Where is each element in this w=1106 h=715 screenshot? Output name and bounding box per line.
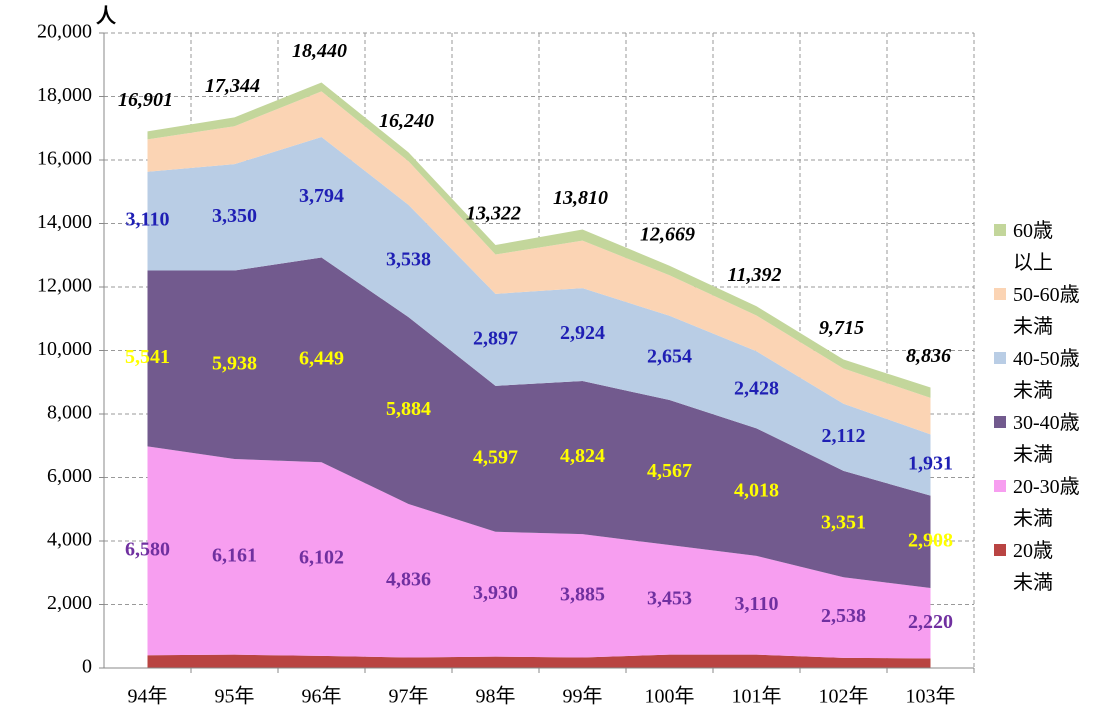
data-label: 6,161	[212, 544, 257, 566]
x-tick-label: 100年	[645, 685, 695, 708]
area	[147, 257, 931, 588]
data-label: 2,908	[908, 529, 953, 551]
x-tick-label: 95年	[215, 685, 255, 708]
data-label: 3,538	[386, 249, 431, 271]
data-label: 2,924	[560, 322, 605, 344]
data-label: 3,453	[647, 587, 692, 609]
x-tick-label: 103年	[906, 685, 956, 708]
y-tick-label: 10,000	[37, 338, 92, 360]
y-tick-label: 14,000	[37, 211, 92, 233]
total-label: 11,392	[728, 264, 782, 286]
x-tick-label: 98年	[476, 685, 516, 708]
y-tick-label: 2,000	[47, 592, 92, 614]
legend-swatch	[994, 480, 1006, 492]
y-unit: 人	[96, 5, 117, 28]
data-label: 1,931	[908, 453, 953, 475]
legend-label: 50-60歳未満	[1013, 284, 1080, 338]
data-label: 6,580	[125, 538, 170, 560]
legend-label: 40-50歳未満	[1013, 348, 1080, 402]
x-tick-label: 101年	[732, 685, 782, 708]
area	[147, 446, 931, 659]
area	[147, 654, 931, 668]
y-tick-label: 18,000	[37, 84, 92, 106]
data-label: 3,794	[299, 185, 344, 207]
data-label: 5,938	[212, 352, 257, 374]
legend-swatch	[994, 352, 1006, 364]
legend-swatch	[994, 416, 1006, 428]
total-label: 17,344	[205, 75, 260, 97]
data-label: 5,884	[386, 398, 431, 420]
x-tick-label: 102年	[819, 685, 869, 708]
y-tick-label: 20,000	[37, 21, 92, 43]
legend-swatch	[994, 288, 1006, 300]
legend-label: 20歳未満	[1013, 540, 1053, 594]
data-label: 6,449	[299, 347, 344, 369]
data-label: 2,538	[821, 605, 866, 627]
legend-label: 30-40歳未満	[1013, 412, 1080, 466]
data-label: 2,428	[734, 377, 779, 399]
x-tick-label: 97年	[389, 685, 429, 708]
legend-swatch	[994, 224, 1006, 236]
data-label: 5,541	[125, 346, 170, 368]
data-label: 3,110	[735, 593, 779, 615]
data-label: 3,930	[473, 582, 518, 604]
data-label: 4,567	[647, 460, 692, 482]
legend-label: 60歳以上	[1013, 220, 1053, 274]
y-tick-label: 4,000	[47, 529, 92, 551]
total-label: 18,440	[292, 40, 347, 62]
data-label: 4,824	[560, 445, 605, 467]
total-label: 13,322	[466, 203, 521, 225]
total-label: 12,669	[640, 223, 695, 245]
x-tick-label: 94年	[128, 685, 168, 708]
data-label: 4,018	[734, 480, 779, 502]
y-tick-label: 8,000	[47, 402, 92, 424]
total-label: 16,901	[118, 89, 173, 111]
legend-label: 20-30歳未満	[1013, 476, 1080, 530]
legend-swatch	[994, 544, 1006, 556]
data-label: 3,885	[560, 583, 605, 605]
data-label: 3,351	[821, 512, 866, 534]
y-tick-label: 6,000	[47, 465, 92, 487]
area	[147, 91, 931, 435]
area	[147, 136, 931, 496]
data-label: 2,897	[473, 327, 518, 349]
y-tick-label: 16,000	[37, 148, 92, 170]
data-label: 3,110	[126, 209, 170, 231]
x-tick-label: 96年	[302, 685, 342, 708]
data-label: 2,220	[908, 611, 953, 633]
data-label: 4,597	[473, 446, 518, 468]
area	[147, 82, 931, 398]
data-label: 6,102	[299, 547, 344, 569]
total-label: 16,240	[379, 110, 434, 132]
data-label: 4,836	[386, 568, 431, 590]
data-label: 3,350	[212, 205, 257, 227]
total-label: 13,810	[553, 187, 608, 209]
y-tick-label: 12,000	[37, 275, 92, 297]
total-label: 9,715	[819, 317, 864, 339]
data-label: 2,112	[822, 425, 866, 447]
total-label: 8,836	[906, 345, 951, 367]
x-tick-label: 99年	[563, 685, 603, 708]
y-tick-label: 0	[82, 656, 92, 678]
data-label: 2,654	[647, 345, 692, 367]
